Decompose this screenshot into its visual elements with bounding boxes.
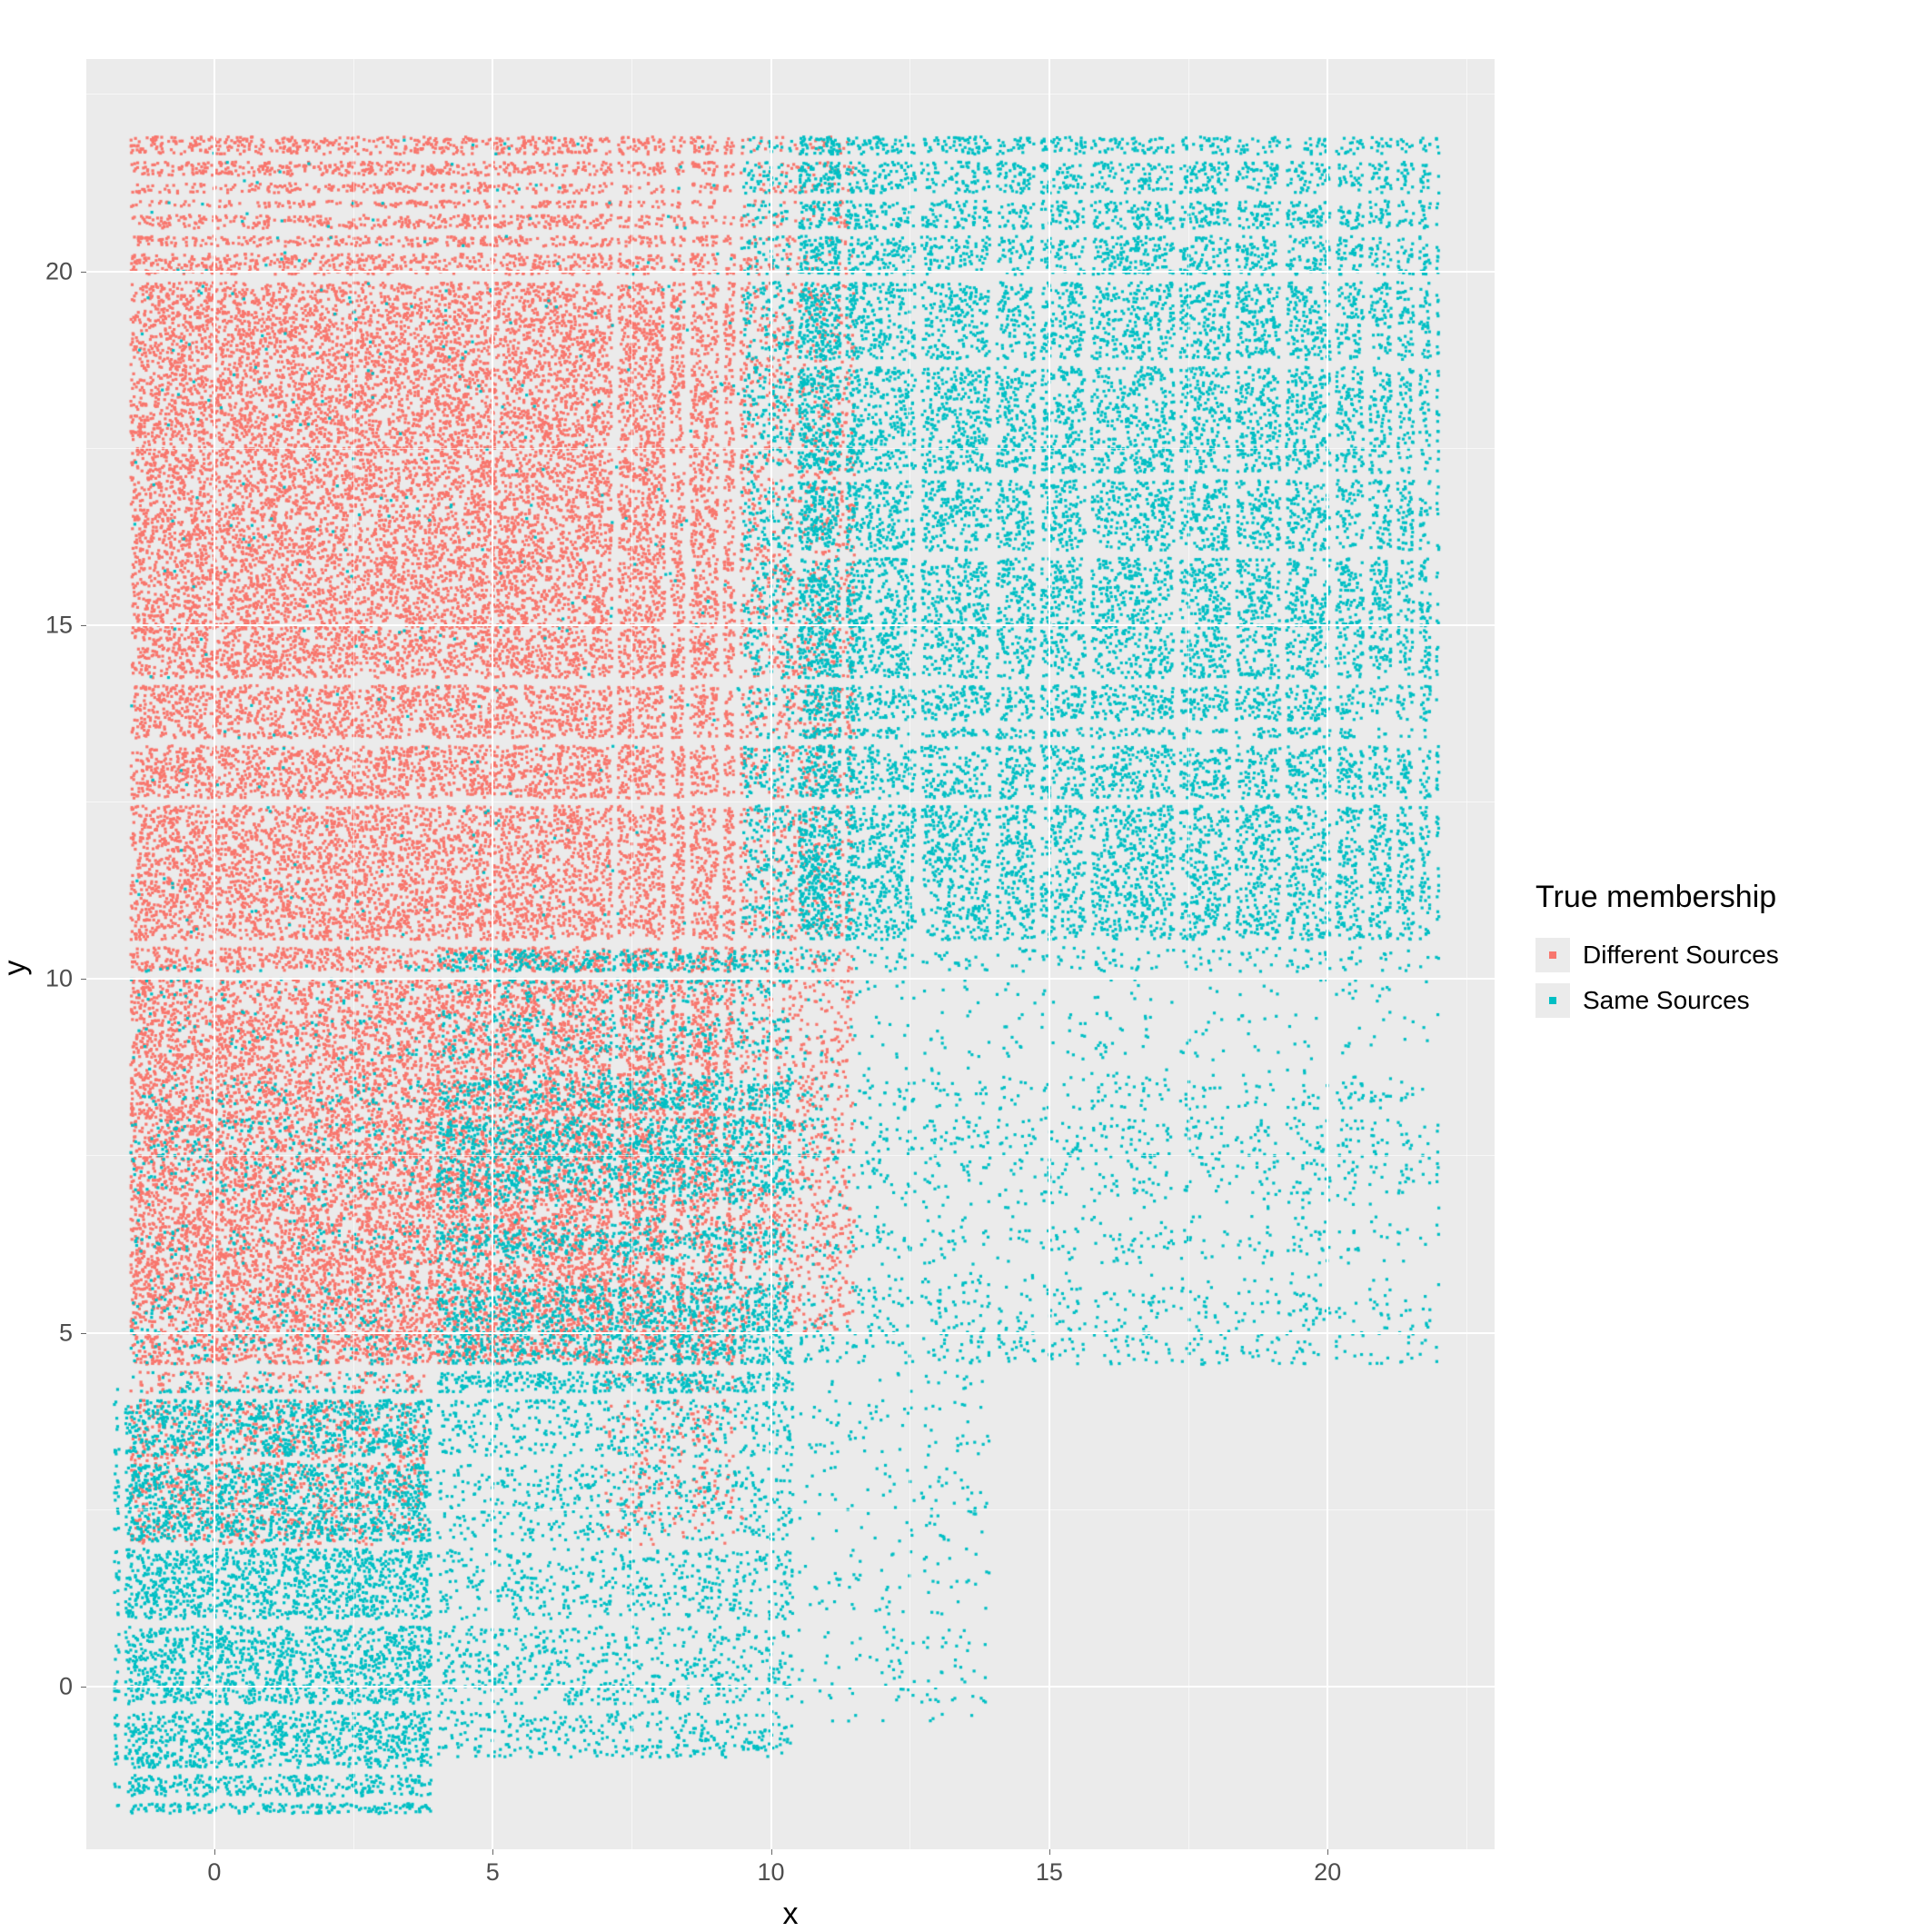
legend-key: [1535, 983, 1570, 1018]
legend-item: Same Sources: [1535, 983, 1779, 1018]
y-axis-title: y: [0, 961, 34, 976]
legend-item: Different Sources: [1535, 938, 1779, 972]
legend-title: True membership: [1535, 880, 1779, 915]
chart-container: x y 05101520 05101520 True membership Di…: [0, 0, 1908, 1908]
x-tick-label: 0: [207, 1858, 221, 1887]
legend-label: Same Sources: [1583, 986, 1750, 1015]
legend-key: [1535, 938, 1570, 972]
y-tick-label: 0: [59, 1672, 73, 1700]
y-tick-label: 15: [45, 611, 73, 639]
legend-items: Different Sources Same Sources: [1535, 938, 1779, 1029]
y-tick-label: 5: [59, 1319, 73, 1347]
x-tick-label: 20: [1314, 1858, 1341, 1887]
x-tick-label: 15: [1036, 1858, 1063, 1887]
legend: True membership Different Sources Same So…: [1535, 880, 1779, 1029]
x-tick-label: 10: [758, 1858, 785, 1887]
x-axis-title: x: [783, 1897, 799, 1932]
legend-label: Different Sources: [1583, 941, 1779, 970]
legend-swatch: [1549, 997, 1556, 1004]
y-tick-label: 20: [45, 257, 73, 285]
y-tick-label: 10: [45, 965, 73, 993]
legend-swatch: [1549, 951, 1556, 959]
plot-area: x y 05101520 05101520: [86, 59, 1495, 1877]
x-tick-label: 5: [486, 1858, 500, 1887]
scatter-canvas: [86, 59, 1495, 1849]
